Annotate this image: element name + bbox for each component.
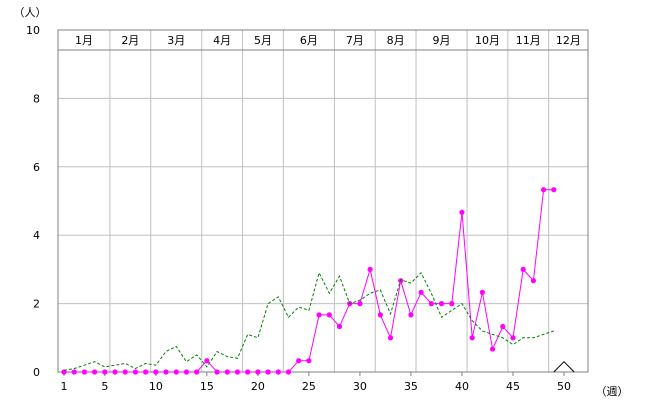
series-point-1: [153, 369, 159, 375]
grid-lines: [58, 30, 588, 372]
series-point-1: [224, 369, 230, 375]
y-axis-ticks: 0 2 4 6 8 10: [26, 24, 40, 379]
series-line-1: [64, 189, 554, 373]
x-tick-label: 10: [149, 380, 163, 393]
x-tick-label: 15: [200, 380, 214, 393]
x-tick-label: 45: [506, 380, 520, 393]
series-point-1: [285, 369, 292, 375]
series-point-1: [214, 369, 220, 375]
series-point-1: [408, 312, 414, 318]
series-point-1: [71, 369, 77, 375]
x-tick-label: 25: [302, 380, 316, 393]
series-point-1: [489, 346, 496, 352]
month-label: 12月: [556, 34, 581, 47]
series-point-1: [102, 369, 108, 375]
x-tick-label: 30: [353, 380, 367, 393]
series-point-1: [194, 369, 200, 375]
series-point-1: [469, 335, 475, 341]
series-point-1: [428, 301, 434, 307]
series-point-1: [377, 312, 383, 318]
x-axis-label: （週）: [596, 385, 629, 398]
series-lines: [61, 187, 575, 375]
series-point-1: [183, 369, 190, 375]
series-point-1: [326, 312, 332, 318]
series-point-1: [81, 369, 88, 375]
series-point-1: [296, 358, 302, 364]
series-point-1: [306, 358, 312, 364]
series-point-1: [449, 301, 455, 307]
x-tick-label: 1: [61, 380, 68, 393]
series-point-1: [275, 369, 281, 375]
y-tick-label: 6: [33, 161, 40, 174]
series-point-1: [204, 358, 210, 364]
month-label: 6月: [300, 34, 318, 47]
y-axis-label: （人）: [14, 6, 47, 19]
series-point-1: [265, 369, 271, 375]
series-point-1: [245, 369, 251, 375]
series-point-1: [367, 266, 373, 272]
series-point-1: [255, 369, 261, 375]
month-label: 9月: [433, 34, 451, 47]
y-tick-label: 10: [26, 24, 40, 37]
series-point-1: [316, 312, 322, 318]
x-tick-label: 5: [101, 380, 108, 393]
month-label: 10月: [475, 34, 500, 47]
x-tick-label: 20: [251, 380, 265, 393]
series-line-3: [553, 360, 575, 373]
series-point-1: [122, 369, 128, 375]
series-point-1: [387, 335, 394, 341]
series-point-1: [479, 289, 485, 295]
month-header: 1月 2月 3月 4月 5月 6月 7月 8月 9月 10月 11月 12月: [58, 34, 588, 51]
series-point-1: [520, 266, 526, 272]
series-point-1: [500, 323, 506, 330]
series-point-1: [540, 187, 547, 193]
series-point-1: [551, 187, 557, 193]
month-label: 8月: [387, 34, 405, 47]
x-axis-ticks: 1 5 10 15 20 25 30 35 40 45 50: [61, 372, 571, 393]
series-point-1: [438, 301, 445, 307]
series-point-1: [173, 369, 179, 375]
series-point-1: [336, 323, 343, 330]
series-point-1: [143, 369, 149, 375]
month-label: 3月: [167, 34, 185, 47]
plot-frame: [57, 29, 589, 373]
y-tick-label: 8: [33, 92, 40, 105]
y-tick-label: 0: [33, 366, 40, 379]
month-label: 11月: [516, 34, 541, 47]
x-tick-label: 40: [455, 380, 469, 393]
series-point-1: [132, 369, 139, 375]
month-label: 4月: [213, 34, 231, 47]
series-point-1: [357, 301, 363, 307]
month-label: 2月: [121, 34, 139, 47]
series-point-1: [530, 278, 536, 284]
series-point-1: [234, 369, 241, 375]
series-point-1: [510, 335, 516, 341]
series-point-1: [418, 289, 424, 295]
x-tick-label: 35: [404, 380, 418, 393]
series-point-1: [92, 369, 98, 375]
series-point-1: [163, 369, 169, 375]
series-point-1: [112, 369, 118, 375]
series-point-1: [61, 369, 67, 375]
series-line-2: [63, 271, 554, 371]
y-tick-label: 2: [33, 298, 40, 311]
month-label: 1月: [75, 34, 93, 47]
y-tick-label: 4: [33, 229, 40, 242]
month-label: 5月: [254, 34, 272, 47]
x-tick-label: 50: [557, 380, 571, 393]
series-point-1: [459, 209, 465, 215]
month-label: 7月: [346, 34, 364, 47]
